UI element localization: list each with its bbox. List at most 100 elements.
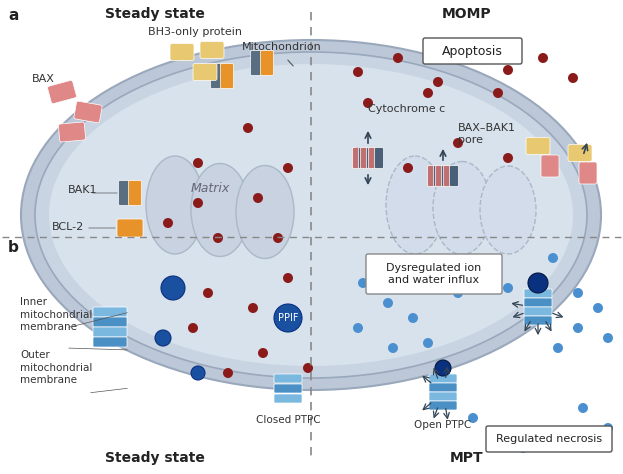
Text: Closed PTPC: Closed PTPC (255, 415, 320, 425)
FancyBboxPatch shape (118, 181, 131, 206)
Ellipse shape (236, 165, 294, 258)
Circle shape (473, 48, 483, 58)
Ellipse shape (386, 156, 444, 254)
Ellipse shape (146, 156, 204, 254)
Text: Steady state: Steady state (105, 7, 205, 21)
Text: BAX: BAX (32, 74, 55, 84)
FancyBboxPatch shape (524, 289, 552, 298)
Circle shape (573, 323, 583, 333)
Text: Mitochondrion: Mitochondrion (242, 42, 322, 52)
FancyBboxPatch shape (59, 122, 85, 142)
FancyBboxPatch shape (429, 392, 457, 401)
Ellipse shape (21, 40, 601, 390)
FancyBboxPatch shape (374, 147, 384, 168)
Circle shape (161, 276, 185, 300)
Circle shape (548, 253, 558, 263)
Circle shape (493, 433, 503, 443)
Text: BAX–BAK1
pore: BAX–BAK1 pore (458, 123, 516, 145)
Circle shape (363, 98, 373, 108)
Circle shape (423, 88, 433, 98)
Text: MOMP: MOMP (442, 7, 492, 21)
FancyBboxPatch shape (250, 51, 264, 75)
FancyBboxPatch shape (435, 165, 444, 186)
FancyBboxPatch shape (117, 219, 143, 237)
FancyBboxPatch shape (450, 165, 459, 186)
Text: BAK1: BAK1 (68, 185, 98, 195)
Circle shape (435, 360, 451, 376)
Circle shape (493, 88, 503, 98)
FancyBboxPatch shape (444, 165, 452, 186)
Text: Open PTPC: Open PTPC (414, 420, 472, 430)
Text: a: a (8, 8, 18, 23)
FancyBboxPatch shape (524, 298, 552, 307)
FancyBboxPatch shape (568, 145, 592, 162)
Ellipse shape (191, 164, 249, 256)
Circle shape (553, 343, 563, 353)
Circle shape (423, 338, 433, 348)
Ellipse shape (49, 64, 573, 366)
Circle shape (468, 413, 478, 423)
Circle shape (358, 278, 368, 288)
FancyBboxPatch shape (274, 384, 302, 393)
FancyBboxPatch shape (93, 327, 127, 337)
FancyBboxPatch shape (221, 64, 234, 89)
FancyBboxPatch shape (274, 394, 302, 403)
FancyBboxPatch shape (442, 165, 450, 186)
Circle shape (273, 233, 283, 243)
Circle shape (503, 65, 513, 75)
FancyBboxPatch shape (193, 64, 217, 81)
FancyBboxPatch shape (358, 147, 368, 168)
Circle shape (191, 366, 205, 380)
Circle shape (188, 323, 198, 333)
Circle shape (223, 368, 233, 378)
Circle shape (193, 198, 203, 208)
Circle shape (155, 330, 171, 346)
FancyBboxPatch shape (524, 316, 552, 325)
Text: Apoptosis: Apoptosis (442, 45, 502, 57)
Circle shape (453, 138, 463, 148)
FancyBboxPatch shape (524, 307, 552, 316)
Text: MPT: MPT (450, 451, 484, 465)
FancyBboxPatch shape (486, 426, 612, 452)
Ellipse shape (35, 52, 587, 378)
Circle shape (478, 263, 488, 273)
Circle shape (503, 153, 513, 163)
Circle shape (573, 288, 583, 298)
Text: BCL-2: BCL-2 (52, 222, 84, 232)
FancyBboxPatch shape (429, 401, 457, 410)
FancyBboxPatch shape (93, 317, 127, 327)
Circle shape (193, 158, 203, 168)
Circle shape (283, 163, 293, 173)
Circle shape (528, 273, 548, 293)
Text: Matrix: Matrix (191, 182, 230, 194)
FancyBboxPatch shape (211, 64, 224, 89)
Circle shape (433, 77, 443, 87)
FancyBboxPatch shape (526, 137, 550, 155)
Circle shape (353, 67, 363, 77)
Text: Dysregulated ion
and water influx: Dysregulated ion and water influx (386, 263, 482, 285)
FancyBboxPatch shape (429, 374, 457, 383)
Circle shape (383, 298, 393, 308)
Text: Regulated necrosis: Regulated necrosis (496, 434, 602, 444)
FancyBboxPatch shape (274, 374, 302, 383)
Text: Steady state: Steady state (105, 451, 205, 465)
FancyBboxPatch shape (128, 181, 141, 206)
Circle shape (568, 73, 578, 83)
Circle shape (353, 147, 363, 157)
Circle shape (243, 123, 253, 133)
Circle shape (258, 348, 268, 358)
Ellipse shape (433, 162, 491, 255)
FancyBboxPatch shape (366, 254, 502, 294)
FancyBboxPatch shape (170, 44, 194, 61)
Text: PPIF: PPIF (278, 313, 298, 323)
FancyBboxPatch shape (200, 42, 224, 58)
FancyBboxPatch shape (366, 147, 376, 168)
Circle shape (388, 343, 398, 353)
Circle shape (163, 218, 173, 228)
Circle shape (603, 423, 613, 433)
Circle shape (403, 163, 413, 173)
Circle shape (274, 304, 302, 332)
Circle shape (213, 233, 223, 243)
FancyBboxPatch shape (47, 81, 77, 104)
Circle shape (518, 443, 528, 453)
